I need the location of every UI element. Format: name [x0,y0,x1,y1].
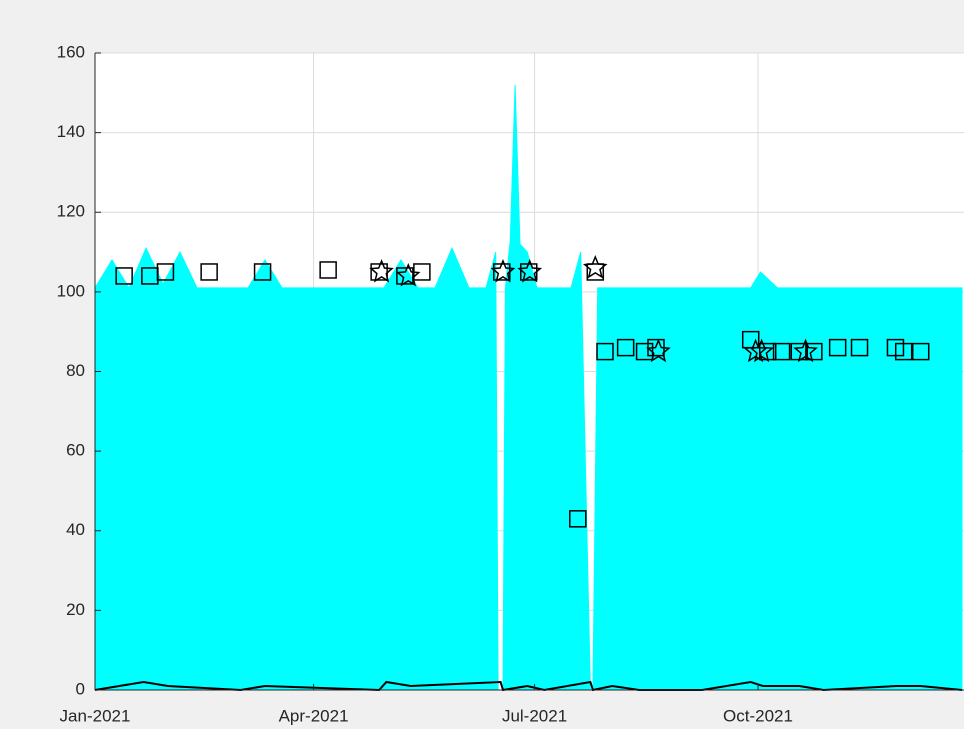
square-marker [911,342,930,361]
square-marker [850,338,869,357]
square-marker [396,267,414,285]
x-tick-label: Jul-2021 [502,706,567,725]
star-marker [749,338,774,363]
star-marker [490,259,516,283]
square-marker [115,267,133,285]
star-marker [646,338,671,363]
star-marker [793,338,818,363]
square-marker [569,510,587,528]
x-tick-label: Apr-2021 [279,706,349,725]
square-marker [200,263,218,281]
square-marker [319,261,337,279]
y-tick-label: 80 [66,361,85,380]
y-tick-label: 140 [57,122,85,141]
y-tick-label: 100 [57,281,85,300]
y-tick-label: 40 [66,520,85,539]
y-tick-label: 0 [76,679,85,698]
star-marker [369,259,394,283]
y-tick-label: 20 [66,600,85,619]
y-tick-label: 160 [57,42,85,61]
square-marker [586,263,605,281]
x-tick-label: Oct-2021 [723,706,793,725]
square-marker [253,263,272,281]
star-marker [517,259,543,283]
square-marker [805,342,823,361]
square-marker [596,342,614,361]
square-marker [828,338,847,357]
y-tick-label: 120 [57,202,85,221]
y-tick-label: 60 [66,441,85,460]
x-tick-label: Jan-2021 [60,706,131,725]
star-marker [395,262,421,287]
square-marker [616,338,635,357]
square-marker [894,342,913,361]
square-marker [772,342,791,361]
star-marker [582,255,608,279]
area [94,84,963,691]
square-marker [156,263,175,281]
